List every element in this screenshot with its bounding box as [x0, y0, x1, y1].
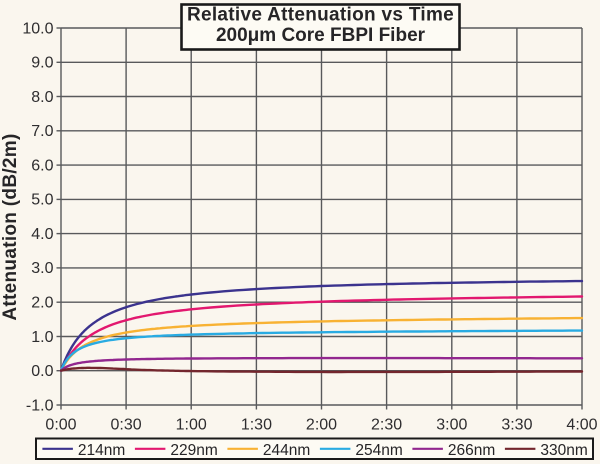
svg-text:200μm Core FBPI Fiber: 200μm Core FBPI Fiber [216, 25, 426, 46]
svg-text:0:30: 0:30 [111, 417, 142, 434]
svg-text:5.0: 5.0 [31, 192, 53, 209]
svg-text:-1.0: -1.0 [26, 397, 54, 414]
svg-text:Relative Attenuation vs Time: Relative Attenuation vs Time [187, 5, 454, 26]
svg-text:1:00: 1:00 [176, 417, 207, 434]
svg-text:7.0: 7.0 [31, 123, 53, 140]
svg-text:244nm: 244nm [263, 442, 310, 459]
svg-text:4.0: 4.0 [31, 226, 53, 243]
svg-text:254nm: 254nm [355, 442, 402, 459]
svg-text:8.0: 8.0 [31, 89, 53, 106]
svg-text:214nm: 214nm [78, 442, 125, 459]
svg-text:1.0: 1.0 [31, 329, 53, 346]
svg-text:0.0: 0.0 [31, 363, 53, 380]
svg-text:2:30: 2:30 [371, 417, 402, 434]
svg-text:3.0: 3.0 [31, 260, 53, 277]
svg-text:2:00: 2:00 [306, 417, 337, 434]
svg-text:3:30: 3:30 [501, 417, 532, 434]
svg-text:10.0: 10.0 [22, 20, 53, 37]
svg-text:3:00: 3:00 [436, 417, 467, 434]
svg-text:9.0: 9.0 [31, 55, 53, 72]
svg-text:1:30: 1:30 [241, 417, 272, 434]
svg-text:4:00: 4:00 [566, 417, 597, 434]
svg-text:229nm: 229nm [170, 442, 217, 459]
svg-text:266nm: 266nm [448, 442, 495, 459]
svg-text:0:00: 0:00 [45, 417, 76, 434]
svg-text:6.0: 6.0 [31, 157, 53, 174]
svg-text:330nm: 330nm [540, 442, 587, 459]
svg-text:2.0: 2.0 [31, 295, 53, 312]
svg-text:Attenuation (dB/2m): Attenuation (dB/2m) [0, 133, 21, 320]
